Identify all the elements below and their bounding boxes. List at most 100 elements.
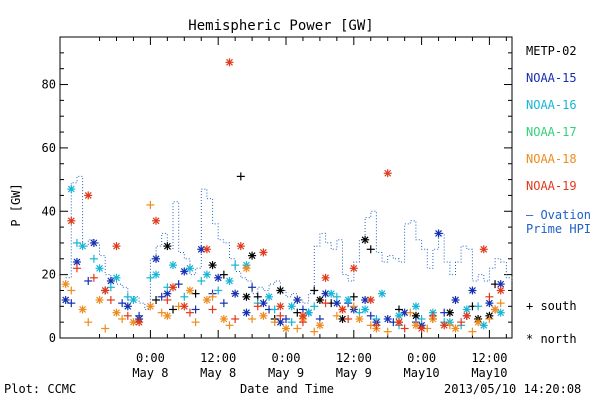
star-stroke	[259, 249, 267, 256]
point-north-noaa-16	[169, 261, 177, 270]
star-stroke	[491, 306, 499, 313]
star-stroke	[276, 302, 284, 310]
star-stroke	[197, 245, 205, 253]
star-stroke	[186, 287, 194, 294]
star-stroke	[259, 312, 267, 320]
star-stroke	[401, 309, 409, 317]
y-tick-label: 20	[42, 268, 56, 282]
point-south-noaa-16	[332, 292, 341, 301]
point-north-noaa-19	[84, 191, 93, 200]
point-north-noaa-15	[468, 286, 477, 295]
star-stroke	[67, 217, 75, 225]
star-stroke	[130, 296, 137, 304]
star-stroke	[73, 258, 81, 266]
star-stroke	[96, 296, 103, 304]
point-north-noaa-18	[112, 308, 121, 317]
point-north-noaa-19	[321, 273, 330, 282]
point-north-noaa-16	[129, 295, 138, 304]
point-north-noaa-19	[276, 302, 285, 311]
point-south-noaa-15	[84, 276, 93, 285]
star-stroke	[356, 315, 363, 323]
star-stroke	[152, 217, 160, 225]
star-stroke	[293, 296, 301, 304]
point-north-noaa-16	[185, 264, 194, 273]
star-stroke	[79, 306, 87, 313]
star-stroke	[163, 242, 171, 250]
star-stroke	[237, 242, 245, 250]
star-stroke	[90, 239, 98, 247]
point-north-noaa-18	[474, 318, 483, 327]
star-stroke	[384, 169, 392, 177]
point-south-noaa-18	[293, 324, 302, 333]
point-south-noaa-18	[101, 324, 110, 333]
point-south-noaa-16	[270, 305, 279, 314]
star-stroke	[214, 274, 222, 282]
point-north-noaa-16	[152, 270, 161, 279]
star-stroke	[84, 191, 92, 199]
point-south-noaa-16	[287, 318, 296, 327]
x-tick-date-label: May 9	[336, 366, 372, 380]
point-north-noaa-16	[361, 305, 370, 314]
ovation-model-path	[65, 175, 513, 310]
point-south-noaa-15	[118, 299, 127, 308]
legend-ovation-line2: Prime HPI	[526, 222, 591, 236]
point-north-noaa-16	[304, 308, 313, 317]
x-tick-date-label: May 8	[200, 366, 236, 380]
star-stroke	[446, 309, 454, 317]
point-north-noaa-19	[225, 58, 234, 67]
point-south-noaa-18	[270, 318, 279, 327]
point-north-noaa-15	[259, 299, 268, 308]
x-tick-date-label: May10	[471, 366, 507, 380]
point-north-noaa-19	[383, 169, 392, 178]
point-north-noaa-16	[287, 302, 296, 311]
point-south-noaa-15	[248, 283, 257, 292]
star-stroke	[282, 325, 290, 332]
point-north-noaa-19	[462, 311, 471, 320]
point-south-noaa-16	[123, 292, 132, 301]
point-north-noaa-16	[344, 295, 353, 304]
plot-credit: Plot: CCMC	[4, 382, 76, 396]
star-stroke	[107, 277, 115, 285]
point-south-noaa-18	[118, 314, 127, 323]
star-stroke	[62, 296, 70, 304]
point-north-noaa-19	[259, 248, 268, 257]
point-south-noaa-19	[400, 324, 409, 333]
star-stroke	[243, 293, 250, 301]
point-north-noaa-18	[242, 264, 251, 273]
point-south-noaa-15	[440, 308, 449, 317]
star-stroke	[169, 283, 177, 291]
point-south-noaa-18	[383, 327, 392, 336]
star-stroke	[169, 261, 177, 269]
point-south-noaa-19	[457, 318, 466, 327]
point-south-noaa-16	[89, 254, 98, 263]
star-stroke	[322, 274, 329, 282]
star-stroke	[135, 318, 143, 326]
star-stroke	[186, 264, 194, 272]
point-south-noaa-18	[191, 318, 200, 327]
point-south-noaa-16	[310, 302, 319, 311]
point-south-noaa-19	[485, 292, 494, 301]
point-south-noaa-16	[197, 276, 206, 285]
star-stroke	[231, 290, 239, 298]
point-north-noaa-18	[146, 302, 155, 311]
point-north-noaa-16	[112, 273, 121, 282]
point-north-noaa-16	[411, 302, 420, 311]
point-south-noaa-18	[225, 321, 234, 330]
star-stroke	[180, 302, 188, 310]
point-south-metp-02	[169, 305, 177, 314]
star-stroke	[113, 242, 120, 250]
point-north-noaa-16	[78, 242, 87, 251]
star-stroke	[435, 230, 442, 237]
legend-entry: NOAA-15	[526, 71, 577, 85]
star-stroke	[361, 296, 369, 304]
point-north-noaa-16	[202, 270, 211, 279]
point-south-noaa-16	[106, 283, 115, 292]
point-south-noaa-15	[282, 314, 290, 323]
x-axis-label: Date and Time	[240, 382, 334, 396]
star-stroke	[203, 296, 211, 304]
point-north-noaa-15	[180, 267, 189, 276]
star-stroke	[316, 296, 324, 304]
point-south-noaa-18	[332, 311, 341, 320]
point-south-noaa-19	[276, 311, 285, 320]
